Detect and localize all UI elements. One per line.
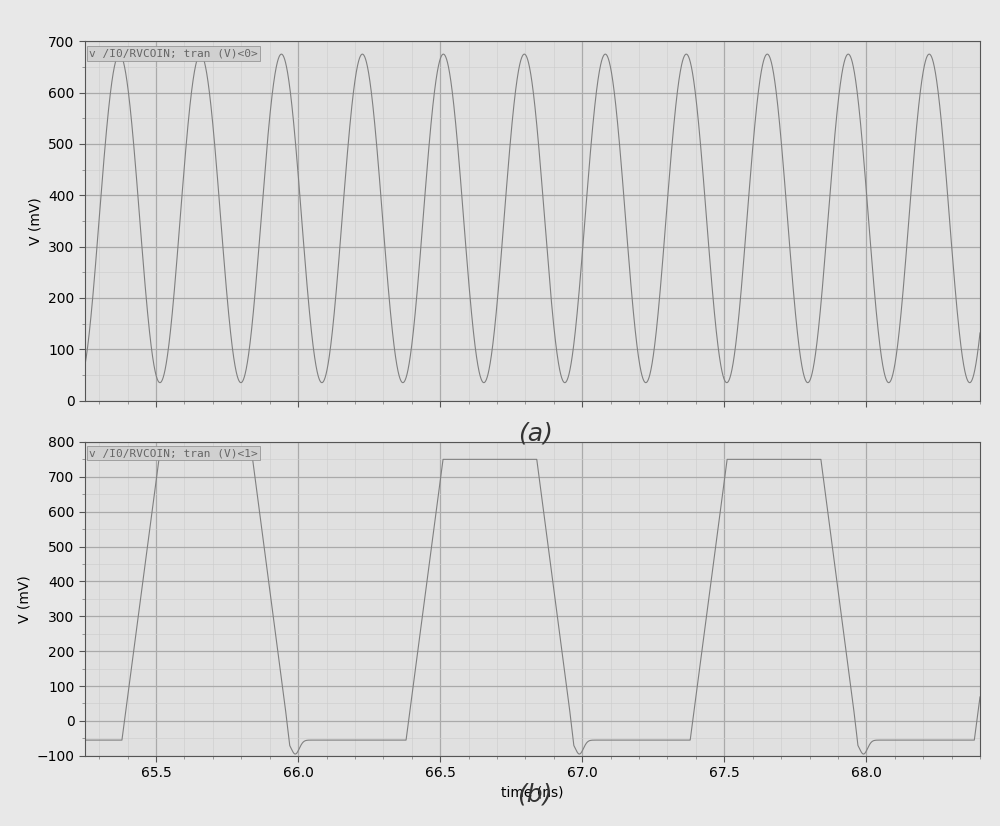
X-axis label: time (ns): time (ns) [501, 786, 564, 800]
Y-axis label: V (mV): V (mV) [29, 197, 43, 244]
Text: v /I0/RVCOIN; tran (V)<0>: v /I0/RVCOIN; tran (V)<0> [89, 49, 258, 59]
Text: (a): (a) [518, 421, 552, 446]
Y-axis label: V (mV): V (mV) [17, 575, 31, 623]
Text: v /I0/RVCOIN; tran (V)<1>: v /I0/RVCOIN; tran (V)<1> [89, 449, 258, 458]
Text: (b): (b) [517, 782, 553, 807]
